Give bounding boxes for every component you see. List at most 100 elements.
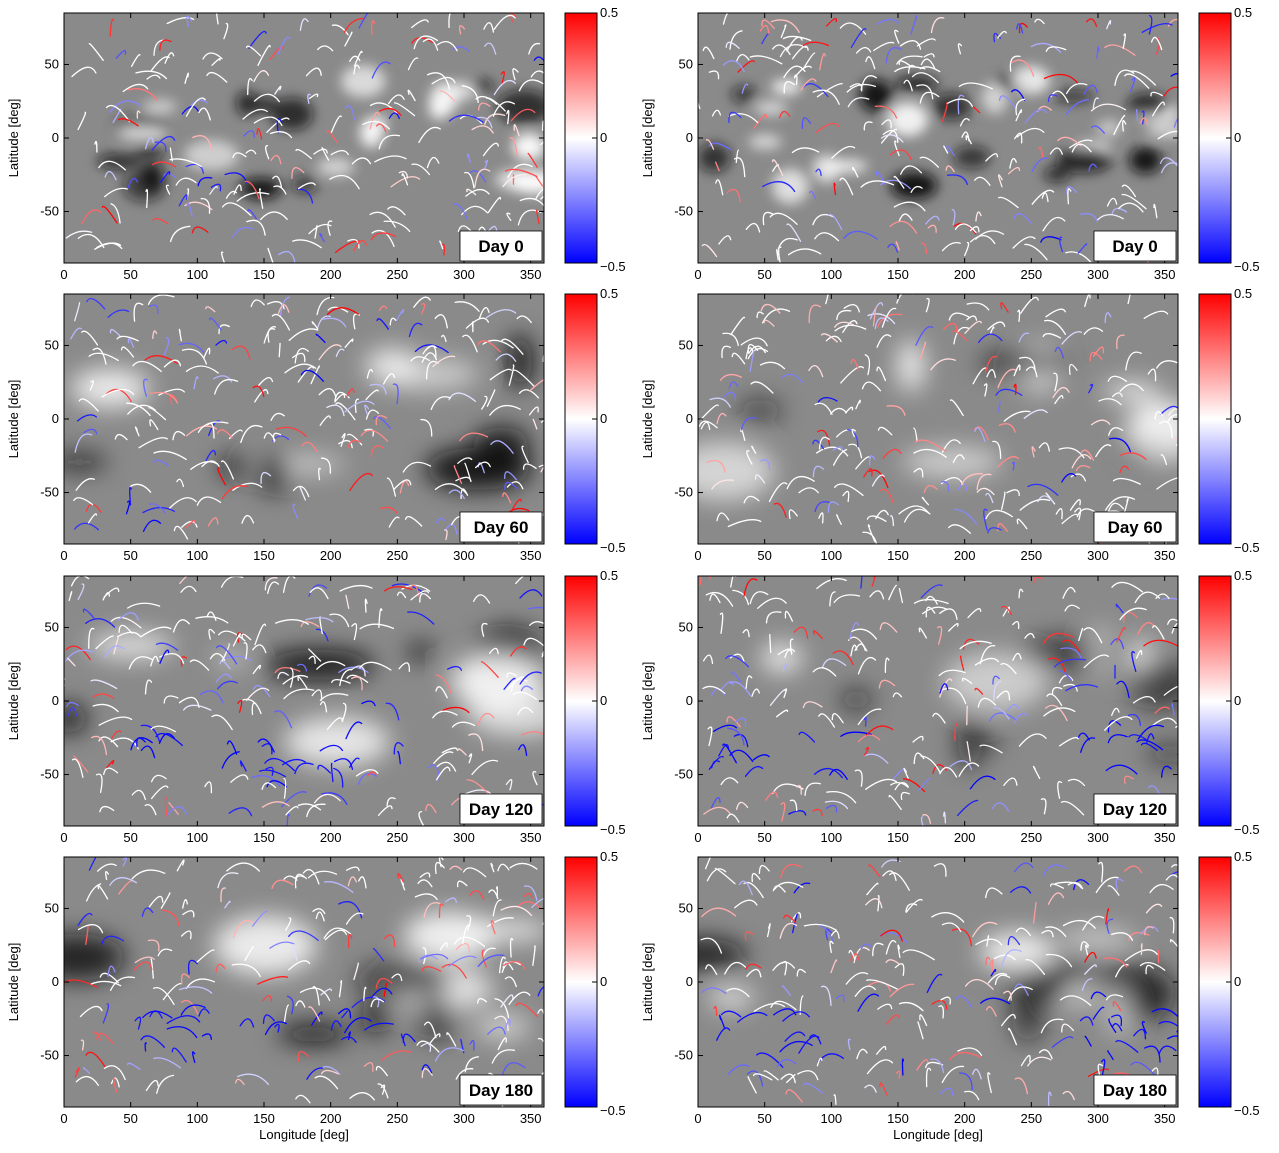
field-line — [232, 482, 263, 491]
field-line — [317, 315, 331, 328]
field-line — [820, 985, 832, 1006]
field-line — [905, 903, 918, 913]
field-line — [286, 995, 294, 1015]
field-line — [252, 664, 262, 675]
flux-patch — [406, 642, 435, 661]
field-line — [411, 163, 431, 176]
field-line — [1058, 670, 1072, 681]
field-line — [974, 657, 1000, 666]
field-line — [1155, 593, 1170, 600]
field-line — [954, 723, 959, 741]
x-tick-label: 350 — [520, 830, 542, 845]
field-line — [751, 445, 757, 454]
field-line — [502, 492, 512, 504]
field-line — [472, 594, 491, 604]
field-line — [1024, 109, 1048, 124]
field-line — [1003, 777, 1018, 787]
field-line — [171, 1047, 187, 1063]
field-line — [1106, 918, 1114, 934]
field-line — [345, 912, 364, 925]
field-line — [439, 942, 448, 951]
field-line — [313, 793, 341, 804]
field-line — [1016, 518, 1028, 530]
field-line — [540, 195, 544, 200]
field-line — [893, 175, 905, 189]
field-line — [844, 406, 854, 414]
field-line — [814, 232, 840, 242]
field-line — [378, 134, 401, 150]
field-line — [756, 311, 764, 319]
field-line — [186, 15, 193, 27]
field-line — [1077, 732, 1090, 741]
field-line — [519, 589, 543, 599]
field-line — [158, 733, 176, 744]
field-line — [349, 1092, 376, 1101]
field-line — [881, 307, 897, 328]
field-line — [847, 1038, 851, 1051]
field-line — [1079, 212, 1099, 223]
field-line — [195, 616, 229, 624]
field-line — [921, 242, 928, 255]
field-line — [540, 141, 544, 146]
field-line — [141, 907, 154, 917]
field-line — [854, 769, 863, 787]
field-line — [237, 700, 243, 713]
y-axis-label: Latitude [deg] — [6, 380, 21, 459]
field-line — [1173, 117, 1178, 128]
field-line — [1158, 1020, 1178, 1027]
field-line — [400, 879, 406, 891]
colorbar — [564, 575, 598, 827]
field-line — [1042, 333, 1062, 339]
field-line — [743, 881, 764, 899]
field-line — [876, 1045, 887, 1055]
field-line — [504, 976, 517, 988]
field-line — [88, 627, 95, 649]
field-line — [343, 17, 365, 33]
field-line — [895, 241, 900, 251]
field-line — [71, 66, 97, 78]
colorbar-tick-label: 0.5 — [600, 568, 618, 583]
field-line — [262, 1014, 275, 1025]
field-line — [500, 994, 514, 1008]
field-line — [772, 961, 796, 971]
field-line — [317, 45, 334, 52]
field-line — [150, 774, 167, 783]
field-line — [855, 399, 861, 410]
field-line — [998, 423, 1016, 433]
x-axis-label: Longitude [deg] — [259, 1127, 349, 1142]
field-line — [998, 174, 1003, 188]
field-line — [285, 805, 299, 816]
field-line — [1129, 76, 1136, 92]
field-line — [481, 395, 488, 410]
field-line — [319, 232, 325, 243]
flux-patch — [737, 398, 783, 423]
x-tick-label: 350 — [1154, 267, 1176, 282]
field-line — [747, 1076, 757, 1094]
field-line — [1108, 427, 1124, 436]
field-line — [212, 375, 233, 383]
field-line — [1012, 236, 1036, 249]
field-line — [154, 141, 167, 152]
field-line — [825, 17, 838, 27]
field-line — [1080, 449, 1095, 462]
y-axis-label: Latitude [deg] — [6, 662, 21, 741]
y-tick-label: 50 — [45, 56, 59, 71]
field-line — [421, 1068, 433, 1079]
field-line — [254, 623, 267, 646]
field-line — [727, 1064, 750, 1075]
field-line — [432, 710, 458, 719]
colorbar-tick-label: 0 — [600, 693, 607, 708]
flux-patch — [771, 79, 802, 95]
field-line — [1083, 627, 1103, 644]
field-line — [389, 317, 397, 326]
flux-patch — [979, 932, 1056, 972]
field-line — [357, 773, 377, 785]
field-line — [261, 782, 277, 790]
field-line — [244, 945, 254, 962]
field-line — [83, 428, 98, 435]
field-line — [109, 18, 115, 37]
field-line — [522, 463, 537, 470]
field-line — [729, 681, 752, 697]
field-line — [152, 330, 158, 340]
